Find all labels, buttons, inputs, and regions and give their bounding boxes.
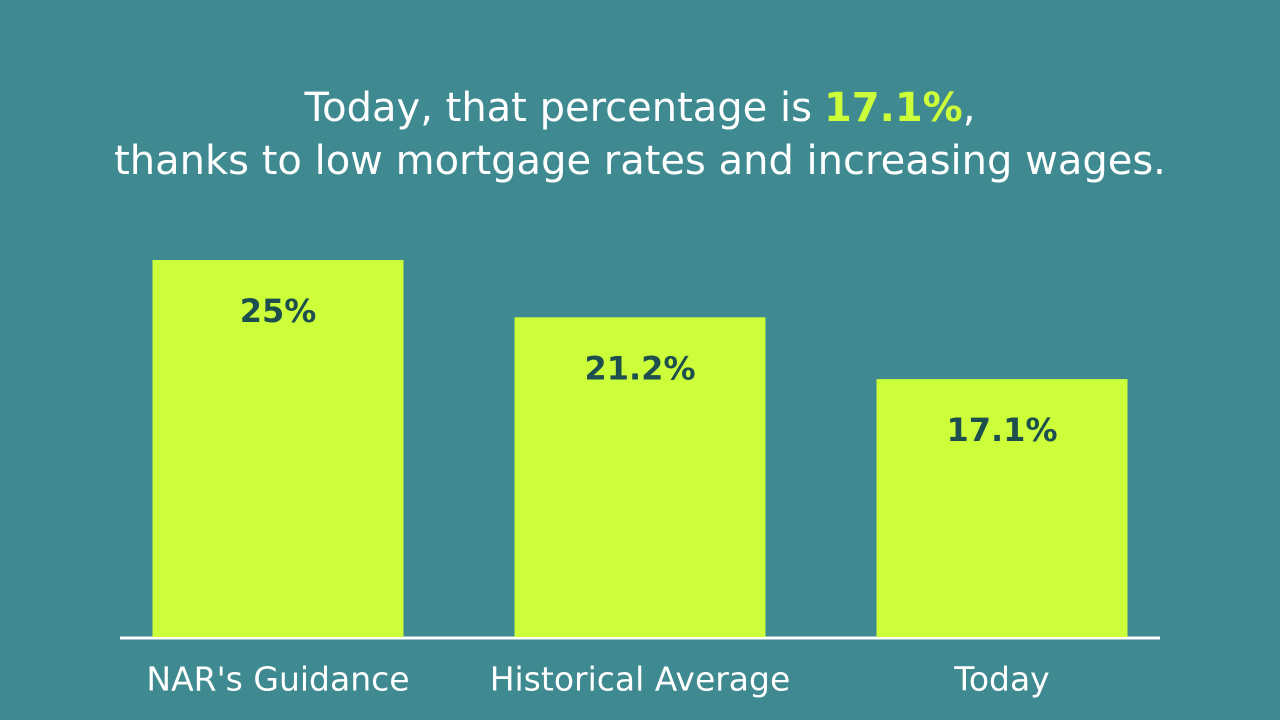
title-highlight: 17.1% (824, 85, 963, 131)
title-tail: , (963, 85, 976, 131)
chart-subtitle: thanks to low mortgage rates and increas… (114, 138, 1166, 184)
value-label: 25% (240, 292, 317, 330)
value-label: 17.1% (946, 411, 1057, 449)
bar (514, 317, 766, 637)
title-lead: Today, that percentage is (304, 85, 812, 131)
bar (152, 260, 404, 637)
bar (876, 379, 1128, 637)
x-tick-label: Historical Average (490, 660, 791, 699)
chart-title: Today, that percentage is 17.1%, (304, 85, 976, 131)
x-tick-label: Today (953, 660, 1049, 699)
x-tick-label: NAR's Guidance (146, 660, 409, 699)
value-label: 21.2% (584, 349, 695, 387)
